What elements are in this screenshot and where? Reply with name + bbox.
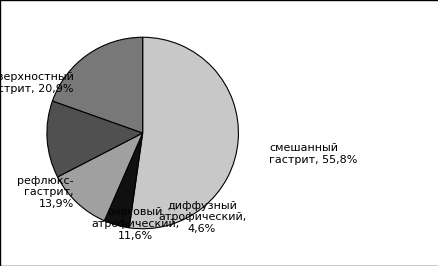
Wedge shape	[57, 133, 142, 221]
Text: поверхностный
гастрит, 20,9%: поверхностный гастрит, 20,9%	[0, 72, 74, 94]
Text: очаговый
атрофический,
11,6%: очаговый атрофический, 11,6%	[91, 207, 179, 240]
Wedge shape	[104, 133, 142, 228]
Text: рефлюкс-
гастрит,
13,9%: рефлюкс- гастрит, 13,9%	[17, 176, 74, 209]
Text: диффузный
атрофический,
4,6%: диффузный атрофический, 4,6%	[158, 201, 246, 234]
Wedge shape	[47, 101, 142, 177]
Text: смешанный
гастрит, 55,8%: смешанный гастрит, 55,8%	[268, 143, 357, 165]
Wedge shape	[129, 37, 238, 229]
Wedge shape	[52, 37, 142, 133]
